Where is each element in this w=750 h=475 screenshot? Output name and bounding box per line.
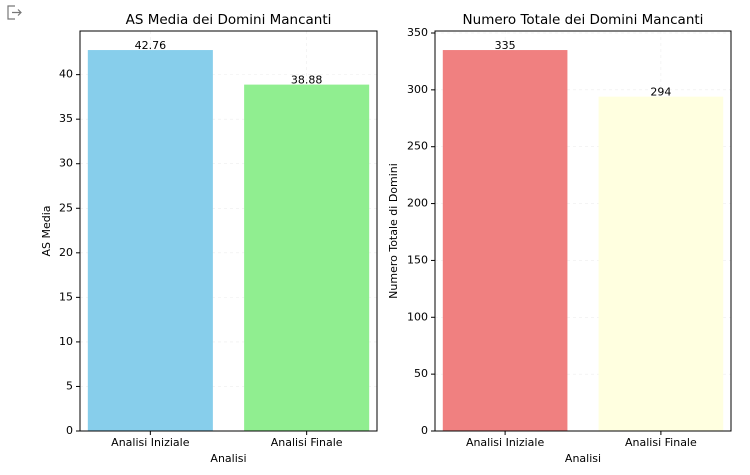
y-tick-label: 35 — [59, 112, 73, 125]
x-tick-label: Analisi Iniziale — [111, 436, 190, 449]
chart-title: Numero Totale dei Domini Mancanti — [463, 12, 704, 28]
x-tick-label: Analisi Iniziale — [466, 436, 545, 449]
value-label: 42.76 — [135, 39, 167, 52]
axes-frame — [434, 30, 732, 432]
bar — [598, 96, 724, 432]
y-tick-label: 10 — [59, 335, 73, 348]
y-tick-label: 0 — [66, 424, 73, 437]
y-tick-label: 250 — [407, 140, 428, 153]
value-label: 294 — [650, 86, 671, 99]
y-tick-label: 5 — [66, 379, 73, 392]
y-tick-label: 100 — [407, 310, 428, 323]
y-axis-label: Numero Totale di Domini — [387, 163, 400, 299]
x-axis-label: Analisi — [210, 452, 246, 465]
y-tick-label: 40 — [59, 68, 73, 81]
x-tick-label: Analisi Finale — [271, 436, 343, 449]
value-label: 38.88 — [291, 74, 323, 87]
y-tick-label: 300 — [407, 83, 428, 96]
y-tick-label: 15 — [59, 290, 73, 303]
chart-title: AS Media dei Domini Mancanti — [126, 12, 332, 28]
y-tick-label: 30 — [59, 157, 73, 170]
x-tick-label: Analisi Finale — [625, 436, 697, 449]
bar — [442, 50, 568, 432]
y-tick-label: 20 — [59, 246, 73, 259]
y-tick-label: 50 — [414, 367, 428, 380]
bar — [87, 50, 213, 432]
exit-icon[interactable] — [7, 5, 22, 20]
axes-frame — [79, 30, 378, 432]
y-tick-label: 200 — [407, 197, 428, 210]
y-axis-label: AS Media — [40, 205, 53, 256]
y-tick-label: 150 — [407, 253, 428, 266]
y-tick-label: 25 — [59, 201, 73, 214]
y-tick-label: 350 — [407, 26, 428, 39]
x-axis-label: Analisi — [565, 452, 601, 465]
y-tick-label: 0 — [421, 424, 428, 437]
value-label: 335 — [495, 39, 516, 52]
bar — [244, 84, 370, 431]
